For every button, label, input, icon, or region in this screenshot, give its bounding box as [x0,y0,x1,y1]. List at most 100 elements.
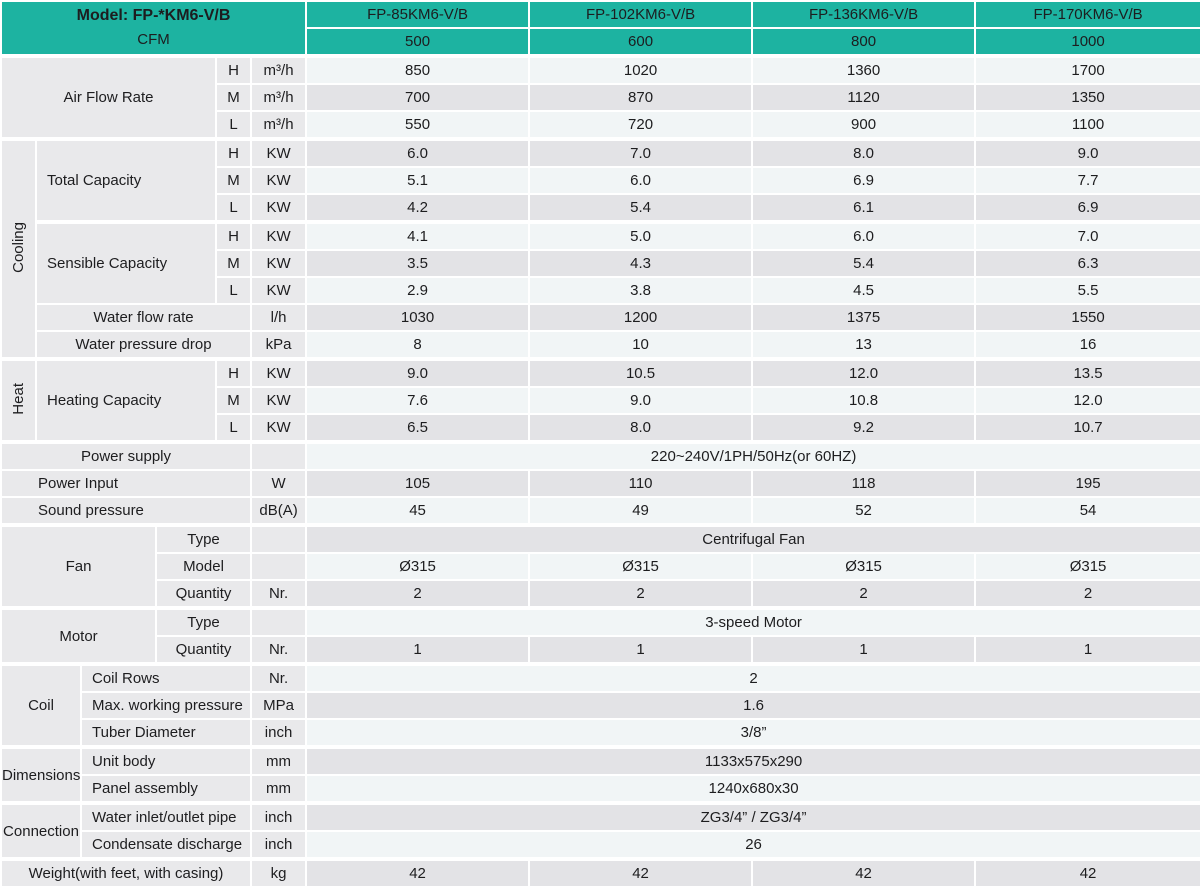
data-cell: 54 [974,496,1200,526]
data-cell: 1550 [974,303,1200,332]
fan-quantity-label: Quantity [155,579,252,609]
data-cell: Ø315 [751,552,977,581]
data-cell: 10.7 [974,413,1200,443]
data-cell: 195 [974,469,1200,498]
model-col-header: FP-85KM6-V/B [305,0,531,29]
unit-label: mm [249,774,308,804]
fan-group-label: Fan [0,523,157,609]
row-total-m: M KW 5.1 6.0 6.9 7.7 [1,166,1200,195]
speed-label: M [215,386,252,415]
data-cell: 6.9 [751,166,977,195]
data-cell: 7.6 [305,386,531,415]
data-cell: 4.1 [305,220,531,251]
row-power-supply: Power supply 220~240V/1PH/50Hz(or 60HZ) [0,440,1200,471]
unit-label: KW [249,386,308,415]
data-cell: 118 [751,469,977,498]
power-input-label: Power Input [0,469,252,498]
connection-group-label: Connection [0,801,82,860]
power-supply-label: Power supply [0,440,252,471]
sound-pressure-label: Sound pressure [0,496,252,526]
model-header-cell: Model: FP-*KM6-V/B CFM [0,0,308,57]
data-cell: 5.5 [974,276,1200,305]
speed-label: L [215,193,252,223]
unit-cell-empty [249,523,308,554]
data-cell: 1200 [528,303,754,332]
header-row-cfm: 500 600 800 1000 [1,27,1200,57]
data-cell: 9.0 [974,137,1200,168]
data-cell: 45 [305,496,531,526]
tuber-diameter-value: 3/8” [305,718,1200,748]
row-unit-body: Dimensions Unit body mm 1133x575x290 [0,745,1200,804]
unit-label: KW [249,193,308,223]
row-sound-pressure: Sound pressure dB(A) 45 49 52 54 [0,496,1200,526]
unit-label: Nr. [249,662,308,693]
data-cell: 6.3 [974,249,1200,278]
speed-label: L [215,276,252,305]
data-cell: 4.3 [528,249,754,278]
row-water-pipe: Connection Water inlet/outlet pipe inch … [0,801,1200,860]
weight-label: Weight(with feet, with casing) [0,857,252,888]
condensate-label: Condensate discharge [80,830,252,860]
speed-label: M [215,166,252,195]
data-cell: 1020 [528,54,754,85]
row-water-pressure: Water pressure drop kPa 8 10 13 16 [1,330,1200,360]
model-col-header: FP-170KM6-V/B [974,0,1200,29]
data-cell: 5.0 [528,220,754,251]
unit-label: Nr. [249,635,308,665]
unit-label: m³/h [249,110,308,140]
unit-label: m³/h [249,54,308,85]
data-cell: 1 [974,635,1200,665]
coil-rows-label: Coil Rows [80,662,252,693]
cooling-vertical-text: Cooling [10,221,27,273]
heat-section-label: Heat [0,357,37,443]
motor-group-label: Motor [0,606,157,665]
data-cell: 10.8 [751,386,977,415]
data-cell: 1 [751,635,977,665]
cfm-title: CFM [137,31,170,48]
row-airflow-h: Air Flow Rate H m³/h 850 1020 1360 1700 [0,54,1200,140]
data-cell: 10 [528,330,754,360]
data-cell: 720 [528,110,754,140]
data-cell: 3.8 [528,276,754,305]
data-cell: Ø315 [305,552,531,581]
data-cell: 8 [305,330,531,360]
motor-type-label: Type [155,606,252,637]
unit-label: dB(A) [249,496,308,526]
data-cell: 1350 [974,83,1200,112]
row-water-flow: Water flow rate l/h 1030 1200 1375 1550 [1,303,1200,332]
data-cell: 110 [528,469,754,498]
row-heating-l: L KW 6.5 8.0 9.2 10.7 [1,413,1200,443]
data-cell: 105 [305,469,531,498]
speed-label: H [215,220,252,251]
data-cell: 5.1 [305,166,531,195]
data-cell: 4.2 [305,193,531,223]
data-cell: 1 [528,635,754,665]
row-coil-pressure: Max. working pressure MPa 1.6 [1,691,1200,720]
unit-body-label: Unit body [80,745,252,776]
data-cell: 870 [528,83,754,112]
cfm-value: 1000 [974,27,1200,57]
unit-label: KW [249,220,308,251]
unit-label: KW [249,137,308,168]
data-cell: 12.0 [974,386,1200,415]
data-cell: 1700 [974,54,1200,85]
water-flow-label: Water flow rate [35,303,252,332]
unit-label: KW [249,413,308,443]
data-cell: 4.5 [751,276,977,305]
data-cell: 1100 [974,110,1200,140]
data-cell: 42 [974,857,1200,888]
coil-rows-value: 2 [305,662,1200,693]
unit-label: KW [249,276,308,305]
total-capacity-label: Total Capacity [35,137,217,223]
fan-type-label: Type [155,523,252,554]
data-cell: 3.5 [305,249,531,278]
row-airflow-m: M m³/h 700 870 1120 1350 [1,83,1200,112]
data-cell: 42 [528,857,754,888]
max-working-pressure-label: Max. working pressure [80,691,252,720]
row-heating-m: M KW 7.6 9.0 10.8 12.0 [1,386,1200,415]
data-cell: 8.0 [528,413,754,443]
unit-label: kPa [249,330,308,360]
row-panel-assembly: Panel assembly mm 1240x680x30 [1,774,1200,804]
unit-label: inch [249,830,308,860]
